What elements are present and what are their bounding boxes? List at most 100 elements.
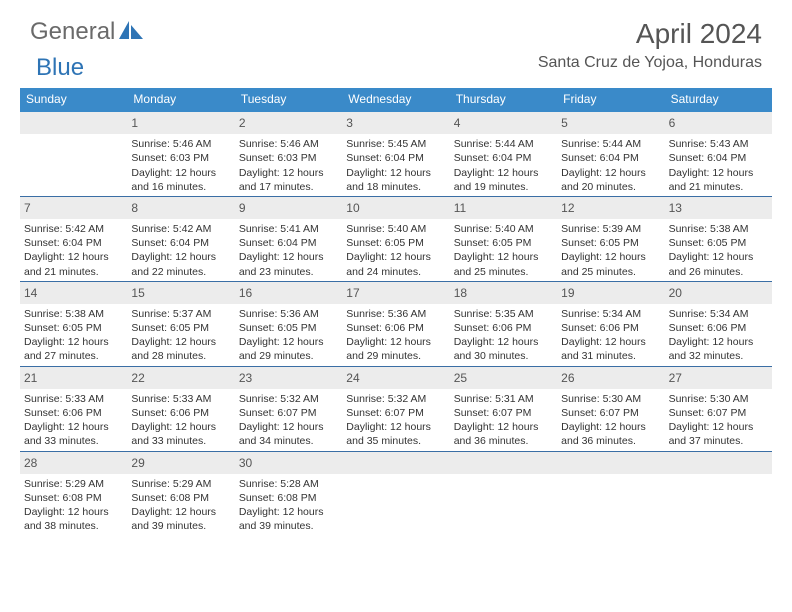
weekday-header: Saturday <box>665 88 772 112</box>
daylight-label: and 25 minutes. <box>454 265 553 279</box>
day-number: 30 <box>235 452 342 474</box>
day-body: Sunrise: 5:31 AMSunset: 6:07 PMDaylight:… <box>450 389 557 451</box>
day-cell <box>450 452 557 536</box>
daylight-label: Daylight: 12 hours <box>346 250 445 264</box>
daylight-label: Daylight: 12 hours <box>24 505 123 519</box>
daylight-label: Daylight: 12 hours <box>24 250 123 264</box>
day-cell: 22Sunrise: 5:33 AMSunset: 6:06 PMDayligh… <box>127 367 234 451</box>
sunset-label: Sunset: 6:06 PM <box>454 321 553 335</box>
sunset-label: Sunset: 6:07 PM <box>454 406 553 420</box>
daylight-label: and 24 minutes. <box>346 265 445 279</box>
day-number: 19 <box>557 282 664 304</box>
weekday-header: Monday <box>127 88 234 112</box>
week-row: 1Sunrise: 5:46 AMSunset: 6:03 PMDaylight… <box>20 112 772 197</box>
day-body: Sunrise: 5:34 AMSunset: 6:06 PMDaylight:… <box>665 304 772 366</box>
day-number: 10 <box>342 197 449 219</box>
day-cell: 1Sunrise: 5:46 AMSunset: 6:03 PMDaylight… <box>127 112 234 196</box>
sunrise-label: Sunrise: 5:43 AM <box>669 137 768 151</box>
day-number: 15 <box>127 282 234 304</box>
day-cell: 19Sunrise: 5:34 AMSunset: 6:06 PMDayligh… <box>557 282 664 366</box>
sunrise-label: Sunrise: 5:38 AM <box>669 222 768 236</box>
day-number <box>557 452 664 474</box>
day-cell: 13Sunrise: 5:38 AMSunset: 6:05 PMDayligh… <box>665 197 772 281</box>
day-number: 20 <box>665 282 772 304</box>
day-body: Sunrise: 5:29 AMSunset: 6:08 PMDaylight:… <box>127 474 234 536</box>
sunrise-label: Sunrise: 5:28 AM <box>239 477 338 491</box>
sunrise-label: Sunrise: 5:36 AM <box>346 307 445 321</box>
sunset-label: Sunset: 6:03 PM <box>131 151 230 165</box>
sunrise-label: Sunrise: 5:34 AM <box>669 307 768 321</box>
daylight-label: Daylight: 12 hours <box>239 166 338 180</box>
daylight-label: Daylight: 12 hours <box>669 250 768 264</box>
day-number: 7 <box>20 197 127 219</box>
day-cell: 10Sunrise: 5:40 AMSunset: 6:05 PMDayligh… <box>342 197 449 281</box>
day-body: Sunrise: 5:44 AMSunset: 6:04 PMDaylight:… <box>450 134 557 196</box>
sails-icon <box>119 19 145 46</box>
week-row: 7Sunrise: 5:42 AMSunset: 6:04 PMDaylight… <box>20 197 772 282</box>
daylight-label: Daylight: 12 hours <box>669 335 768 349</box>
daylight-label: and 39 minutes. <box>239 519 338 533</box>
month-title: April 2024 <box>538 18 762 50</box>
sunrise-label: Sunrise: 5:42 AM <box>131 222 230 236</box>
sunrise-label: Sunrise: 5:46 AM <box>239 137 338 151</box>
day-body <box>20 134 127 139</box>
day-body: Sunrise: 5:33 AMSunset: 6:06 PMDaylight:… <box>20 389 127 451</box>
sunset-label: Sunset: 6:07 PM <box>561 406 660 420</box>
day-number: 29 <box>127 452 234 474</box>
daylight-label: Daylight: 12 hours <box>454 420 553 434</box>
sunset-label: Sunset: 6:06 PM <box>561 321 660 335</box>
week-row: 21Sunrise: 5:33 AMSunset: 6:06 PMDayligh… <box>20 367 772 452</box>
daylight-label: Daylight: 12 hours <box>131 335 230 349</box>
daylight-label: and 18 minutes. <box>346 180 445 194</box>
logo-text-general: General <box>30 18 115 46</box>
sunrise-label: Sunrise: 5:44 AM <box>561 137 660 151</box>
daylight-label: Daylight: 12 hours <box>561 420 660 434</box>
day-body: Sunrise: 5:37 AMSunset: 6:05 PMDaylight:… <box>127 304 234 366</box>
day-cell <box>342 452 449 536</box>
sunrise-label: Sunrise: 5:30 AM <box>561 392 660 406</box>
daylight-label: and 39 minutes. <box>131 519 230 533</box>
day-body <box>557 474 664 479</box>
day-number: 18 <box>450 282 557 304</box>
day-cell: 25Sunrise: 5:31 AMSunset: 6:07 PMDayligh… <box>450 367 557 451</box>
sunrise-label: Sunrise: 5:37 AM <box>131 307 230 321</box>
day-body: Sunrise: 5:30 AMSunset: 6:07 PMDaylight:… <box>557 389 664 451</box>
day-cell: 2Sunrise: 5:46 AMSunset: 6:03 PMDaylight… <box>235 112 342 196</box>
day-cell: 14Sunrise: 5:38 AMSunset: 6:05 PMDayligh… <box>20 282 127 366</box>
day-body: Sunrise: 5:35 AMSunset: 6:06 PMDaylight:… <box>450 304 557 366</box>
daylight-label: Daylight: 12 hours <box>131 505 230 519</box>
daylight-label: Daylight: 12 hours <box>346 420 445 434</box>
sunrise-label: Sunrise: 5:30 AM <box>669 392 768 406</box>
sunset-label: Sunset: 6:05 PM <box>131 321 230 335</box>
daylight-label: and 32 minutes. <box>669 349 768 363</box>
daylight-label: Daylight: 12 hours <box>346 166 445 180</box>
day-body: Sunrise: 5:41 AMSunset: 6:04 PMDaylight:… <box>235 219 342 281</box>
title-block: April 2024 Santa Cruz de Yojoa, Honduras <box>538 18 762 72</box>
daylight-label: and 22 minutes. <box>131 265 230 279</box>
day-number: 9 <box>235 197 342 219</box>
sunrise-label: Sunrise: 5:44 AM <box>454 137 553 151</box>
sunset-label: Sunset: 6:04 PM <box>454 151 553 165</box>
day-cell: 30Sunrise: 5:28 AMSunset: 6:08 PMDayligh… <box>235 452 342 536</box>
daylight-label: Daylight: 12 hours <box>561 250 660 264</box>
daylight-label: Daylight: 12 hours <box>239 335 338 349</box>
daylight-label: Daylight: 12 hours <box>561 166 660 180</box>
sunset-label: Sunset: 6:05 PM <box>561 236 660 250</box>
sunrise-label: Sunrise: 5:32 AM <box>239 392 338 406</box>
sunrise-label: Sunrise: 5:46 AM <box>131 137 230 151</box>
day-body: Sunrise: 5:29 AMSunset: 6:08 PMDaylight:… <box>20 474 127 536</box>
day-cell: 12Sunrise: 5:39 AMSunset: 6:05 PMDayligh… <box>557 197 664 281</box>
day-number: 3 <box>342 112 449 134</box>
day-cell: 8Sunrise: 5:42 AMSunset: 6:04 PMDaylight… <box>127 197 234 281</box>
sunrise-label: Sunrise: 5:29 AM <box>131 477 230 491</box>
day-number <box>450 452 557 474</box>
daylight-label: and 16 minutes. <box>131 180 230 194</box>
daylight-label: and 33 minutes. <box>24 434 123 448</box>
sunrise-label: Sunrise: 5:36 AM <box>239 307 338 321</box>
logo: General <box>30 18 123 46</box>
weekday-header: Tuesday <box>235 88 342 112</box>
daylight-label: Daylight: 12 hours <box>346 335 445 349</box>
day-cell: 21Sunrise: 5:33 AMSunset: 6:06 PMDayligh… <box>20 367 127 451</box>
day-number: 26 <box>557 367 664 389</box>
week-row: 14Sunrise: 5:38 AMSunset: 6:05 PMDayligh… <box>20 282 772 367</box>
